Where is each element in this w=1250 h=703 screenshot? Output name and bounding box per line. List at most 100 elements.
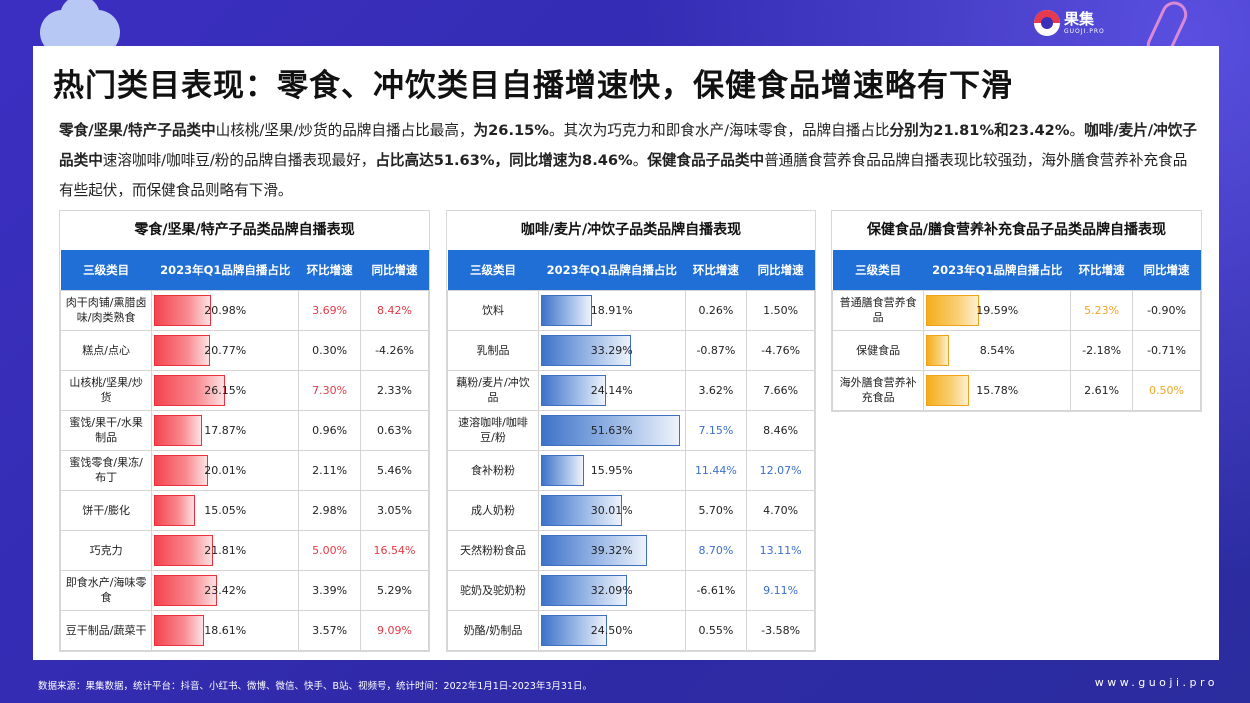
category-cell: 成人奶粉 xyxy=(447,489,539,531)
category-cell: 糕点/点心 xyxy=(59,329,153,371)
share-bar xyxy=(154,494,195,526)
table-row: 豆干制品/蔬菜干 18.61% 3.57% 9.09% xyxy=(59,609,429,651)
share-cell: 15.78% xyxy=(923,369,1072,411)
data-table: 三级类目 2023年Q1品牌自播占比 环比增速 同比增速 普通膳食营养食品 19.59% 5… xyxy=(831,250,1201,411)
brand-name-cn: 果集 xyxy=(1064,9,1095,28)
content-card: 热门类目表现：零食、冲饮类目自播增速快，保健食品增速略有下滑 零食/坚果/特产子… xyxy=(33,46,1219,660)
share-cell: 24.14% xyxy=(537,369,686,411)
yoy-cell: 1.50% xyxy=(746,289,815,331)
share-bar xyxy=(540,574,628,606)
category-cell: 食补粉粉 xyxy=(447,449,539,491)
yoy-cell: 0.50% xyxy=(1132,369,1201,411)
yoy-cell: -0.90% xyxy=(1132,289,1201,331)
share-bar xyxy=(540,454,584,486)
share-bar xyxy=(540,614,607,646)
share-value: 33.29% xyxy=(590,343,633,357)
category-cell: 普通膳食营养食品 xyxy=(831,289,925,331)
summary-segment: 。 xyxy=(1069,122,1085,139)
panel-title: 保健食品/膳食营养补充食品子品类品牌自播表现 xyxy=(866,222,1167,238)
category-cell: 即食水产/海味零食 xyxy=(59,569,153,611)
share-cell: 30.01% xyxy=(537,489,686,531)
yoy-cell: 13.11% xyxy=(746,529,815,571)
mom-cell: -6.61% xyxy=(684,569,748,611)
category-cell: 蜜饯/果干/水果制品 xyxy=(59,409,153,451)
table-row: 蜜饯零食/果冻/布丁 20.01% 2.11% 5.46% xyxy=(59,449,429,491)
table-row: 山核桃/坚果/炒货 26.15% 7.30% 2.33% xyxy=(59,369,429,411)
yoy-cell: 9.11% xyxy=(746,569,815,611)
yoy-cell: 9.09% xyxy=(360,609,429,651)
share-cell: 20.77% xyxy=(151,329,300,371)
table-row: 海外膳食营养补充食品 15.78% 2.61% 0.50% xyxy=(831,369,1201,411)
table-row: 奶酪/奶制品 24.50% 0.55% -3.58% xyxy=(447,609,815,651)
mom-cell: 7.15% xyxy=(684,409,748,451)
table-row: 食补粉粉 15.95% 11.44% 12.07% xyxy=(447,449,815,491)
share-value: 18.91% xyxy=(590,303,633,317)
share-cell: 20.98% xyxy=(151,289,300,331)
yoy-cell: -0.71% xyxy=(1132,329,1201,371)
yoy-cell: -3.58% xyxy=(746,609,815,651)
category-cell: 蜜饯零食/果冻/布丁 xyxy=(59,449,153,491)
table-row: 蜜饯/果干/水果制品 17.87% 0.96% 0.63% xyxy=(59,409,429,451)
share-bar xyxy=(154,374,225,406)
mom-cell: 8.70% xyxy=(684,529,748,571)
panel-title: 咖啡/麦片/冲饮子品类品牌自播表现 xyxy=(520,222,742,238)
share-bar xyxy=(540,374,606,406)
brand-name-en: GUOJI.PRO xyxy=(1064,27,1105,35)
summary-segment: 咖啡/麦片/冲饮子品类中 xyxy=(59,122,1197,169)
share-bar xyxy=(926,294,979,326)
summary-segment: 为26.15% xyxy=(473,122,549,139)
mom-cell: 0.30% xyxy=(298,329,362,371)
share-cell: 17.87% xyxy=(151,409,300,451)
share-bar xyxy=(154,454,209,486)
category-cell: 保健食品 xyxy=(831,329,925,371)
share-value: 15.78% xyxy=(976,383,1019,397)
share-cell: 8.54% xyxy=(923,329,1072,371)
yoy-cell: 8.42% xyxy=(360,289,429,331)
table-row: 驼奶及驼奶粉 32.09% -6.61% 9.11% xyxy=(447,569,815,611)
share-value: 19.59% xyxy=(976,303,1019,317)
category-cell: 饼干/膨化 xyxy=(59,489,153,531)
mom-cell: 3.69% xyxy=(298,289,362,331)
share-cell: 51.63% xyxy=(537,409,686,451)
share-bar xyxy=(154,414,203,446)
share-value: 51.63% xyxy=(590,423,633,437)
summary-segment: 零食/坚果/特产子品类中 xyxy=(59,122,216,139)
share-cell: 18.61% xyxy=(151,609,300,651)
share-value: 15.95% xyxy=(590,463,633,477)
mom-cell: 3.39% xyxy=(298,569,362,611)
column-header: 三级类目 xyxy=(469,262,516,277)
summary-segment: 普通膳食营养食品品牌自播表现比较强劲，海外膳食营养补充食品有些起伏，而保健食品则… xyxy=(59,152,1188,199)
summary-segment: 。 xyxy=(632,152,648,169)
table-row: 保健食品 8.54% -2.18% -0.71% xyxy=(831,329,1201,371)
share-value: 15.05% xyxy=(204,503,247,517)
yoy-cell: 5.29% xyxy=(360,569,429,611)
data-source-note: 数据来源：果集数据，统计平台：抖音、小红书、微博、微信、快手、B站、视频号，统计… xyxy=(38,681,593,692)
mom-cell: 3.62% xyxy=(684,369,748,411)
mom-cell: 5.00% xyxy=(298,529,362,571)
category-cell: 天然粉粉食品 xyxy=(447,529,539,571)
logo-icon xyxy=(1034,10,1060,36)
summary-segment: 速溶咖啡/咖啡豆/粉的品牌自播表现最好， xyxy=(102,152,376,169)
column-header: 环比增速 xyxy=(306,262,353,277)
category-cell: 饮料 xyxy=(447,289,539,331)
table-row: 普通膳食营养食品 19.59% 5.23% -0.90% xyxy=(831,289,1201,331)
category-cell: 肉干肉铺/熏腊卤味/肉类熟食 xyxy=(59,289,153,331)
share-value: 32.09% xyxy=(590,583,633,597)
share-bar xyxy=(154,294,211,326)
share-value: 17.87% xyxy=(204,423,247,437)
share-cell: 32.09% xyxy=(537,569,686,611)
share-cell: 26.15% xyxy=(151,369,300,411)
mom-cell: 0.55% xyxy=(684,609,748,651)
share-cell: 20.01% xyxy=(151,449,300,491)
share-value: 23.42% xyxy=(204,583,247,597)
brand-logo: 果集 GUOJI.PRO xyxy=(1034,10,1105,36)
share-bar xyxy=(154,334,211,366)
share-value: 24.14% xyxy=(590,383,633,397)
yoy-cell: 16.54% xyxy=(360,529,429,571)
table-row: 饮料 18.91% 0.26% 1.50% xyxy=(447,289,815,331)
category-cell: 藕粉/麦片/冲饮品 xyxy=(447,369,539,411)
table-row: 肉干肉铺/熏腊卤味/肉类熟食 20.98% 3.69% 8.42% xyxy=(59,289,429,331)
share-value: 8.54% xyxy=(979,343,1015,357)
share-value: 39.32% xyxy=(590,543,633,557)
yoy-cell: 5.46% xyxy=(360,449,429,491)
